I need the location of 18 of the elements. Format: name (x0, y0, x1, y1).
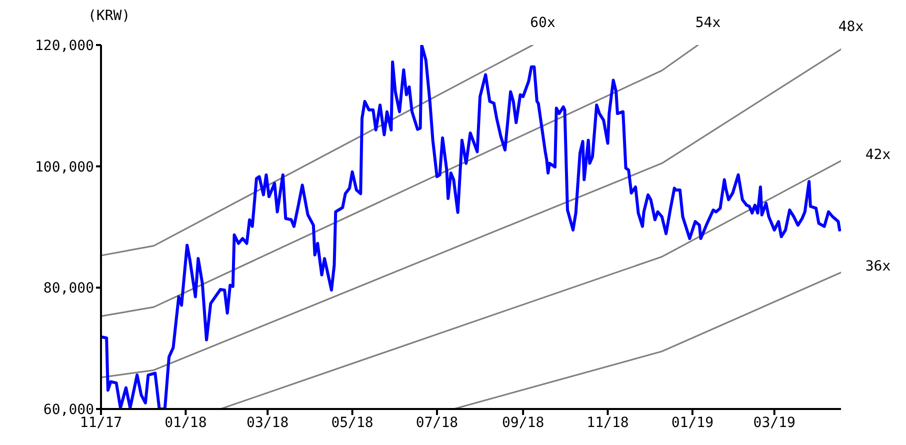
x-tick-label: 11/18 (586, 414, 629, 431)
x-tick-label: 07/18 (416, 414, 458, 431)
series-label: 48x (838, 19, 864, 36)
y-tick-label: 100,000 (34, 159, 94, 176)
x-tick-label: 09/18 (502, 414, 544, 431)
x-tick-label: 01/18 (164, 414, 207, 431)
series-label: 36x (865, 258, 891, 274)
line-series (101, 45, 699, 317)
x-tick-label: 01/19 (671, 414, 714, 431)
y-tick-label: 80,000 (43, 280, 94, 297)
y-axis-title: (KRW) (88, 8, 130, 24)
series-label: 60x (530, 15, 556, 31)
y-tick-label: 120,000 (34, 38, 94, 54)
x-tick-label: 05/18 (331, 414, 374, 431)
series-label: 54x (695, 15, 721, 31)
x-tick-label: 03/18 (246, 414, 289, 431)
x-tick-label: 03/19 (753, 414, 796, 431)
series-label: 42x (865, 146, 891, 163)
